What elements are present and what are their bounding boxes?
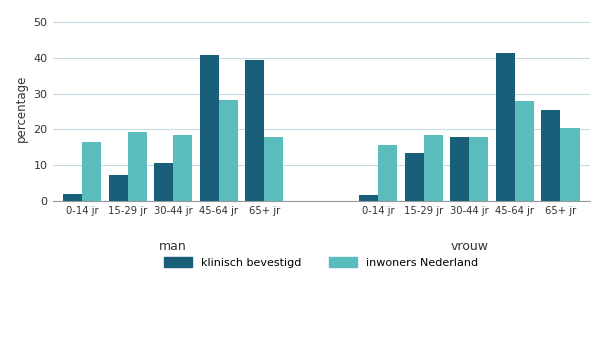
Bar bbox=[469, 137, 488, 201]
Bar bbox=[515, 101, 534, 201]
Bar bbox=[541, 110, 560, 201]
Bar bbox=[82, 142, 101, 201]
Bar bbox=[219, 100, 238, 201]
Bar bbox=[378, 145, 397, 201]
Bar bbox=[560, 128, 580, 201]
Legend: klinisch bevestigd, inwoners Nederland: klinisch bevestigd, inwoners Nederland bbox=[159, 251, 483, 273]
Y-axis label: percentage: percentage bbox=[15, 74, 28, 142]
Bar bbox=[173, 135, 192, 201]
Bar bbox=[200, 55, 219, 201]
Text: man: man bbox=[159, 240, 187, 253]
Bar bbox=[108, 175, 128, 201]
Bar bbox=[495, 53, 515, 201]
Bar bbox=[450, 137, 469, 201]
Bar bbox=[264, 137, 284, 201]
Bar bbox=[424, 135, 443, 201]
Bar bbox=[128, 132, 147, 201]
Bar bbox=[405, 152, 423, 201]
Bar bbox=[245, 60, 264, 201]
Bar bbox=[63, 194, 82, 201]
Bar bbox=[154, 163, 173, 201]
Text: vrouw: vrouw bbox=[450, 240, 488, 253]
Bar bbox=[359, 195, 378, 201]
